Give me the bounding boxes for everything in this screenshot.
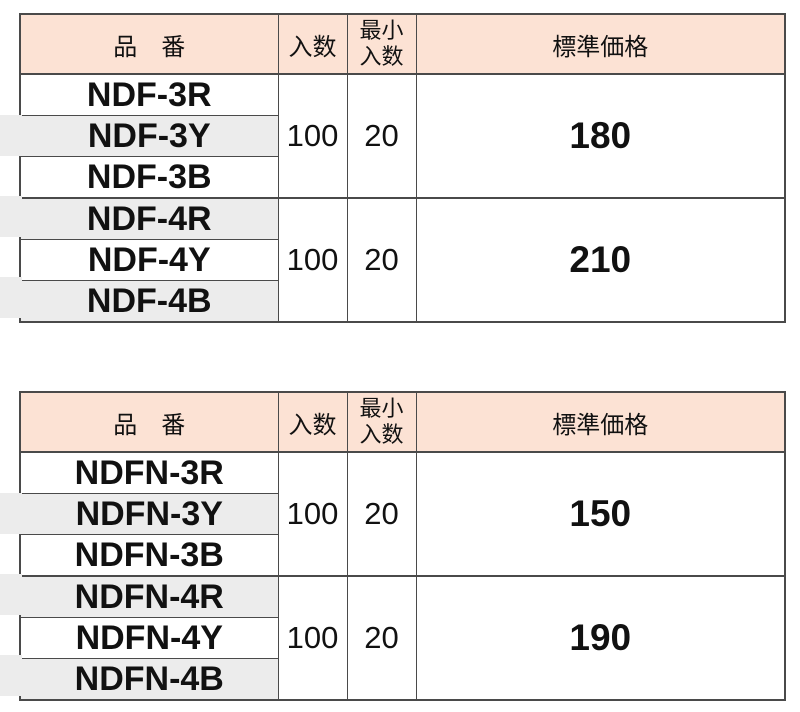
part-cell: NDFN-3R <box>19 451 279 494</box>
table-row: NDF-4R 100 20 210 <box>19 197 786 323</box>
part-cell: NDF-3Y <box>19 115 279 157</box>
table-row: NDFN-3B <box>19 534 785 577</box>
part-cell: NDF-3B <box>19 156 279 199</box>
header-price: 標準価格 <box>415 391 786 453</box>
header-part-number: 品 番 <box>19 13 279 75</box>
header-price: 標準価格 <box>415 13 786 75</box>
part-cell: NDFN-4Y <box>19 617 279 659</box>
header-qty: 入数 <box>277 13 348 75</box>
qty-cell: 100 <box>277 73 348 199</box>
price-cell: 180 <box>415 73 786 199</box>
table-row: NDF-3R 100 20 180 <box>19 73 786 199</box>
header-row: 品 番 入数 最小 入数 標準価格 <box>19 13 786 75</box>
header-min-qty: 最小 入数 <box>346 13 417 75</box>
margin-stripe <box>0 493 22 534</box>
price-table-ndf: 品 番 入数 最小 入数 標準価格 NDF-3R 100 20 180 <box>19 13 786 323</box>
header-min-qty-line2: 入数 <box>359 44 404 69</box>
header-min-qty-line1: 最小 <box>359 18 404 43</box>
table-row: NDF-4Y <box>19 239 785 281</box>
header-min-qty-line1: 最小 <box>359 396 404 421</box>
part-cell: NDFN-4R <box>19 575 279 618</box>
header-row: 品 番 入数 最小 入数 標準価格 <box>19 391 786 453</box>
qty-cell: 100 <box>277 197 348 323</box>
table-row: NDFN-4R 100 20 190 <box>19 575 786 701</box>
margin-stripe <box>0 574 22 615</box>
header-min-qty-line2: 入数 <box>359 422 404 447</box>
price-cell: 210 <box>415 197 786 323</box>
price-cell: 150 <box>415 451 786 577</box>
part-cell: NDFN-3B <box>19 534 279 577</box>
price-cell: 190 <box>415 575 786 701</box>
margin-stripe <box>0 655 22 696</box>
table-row: NDFN-4Y <box>19 617 785 659</box>
margin-stripe <box>0 196 22 237</box>
part-cell: NDF-3R <box>19 73 279 116</box>
part-cell: NDF-4R <box>19 197 279 240</box>
min-qty-cell: 20 <box>346 73 417 199</box>
qty-cell: 100 <box>277 575 348 701</box>
table-row: NDFN-3R 100 20 150 <box>19 451 786 577</box>
part-cell: NDF-4B <box>19 280 279 323</box>
part-cell: NDFN-4B <box>19 658 279 701</box>
price-table-block-ndf: 品 番 入数 最小 入数 標準価格 NDF-3R 100 20 180 <box>0 13 800 323</box>
part-cell: NDFN-3Y <box>19 493 279 535</box>
min-qty-cell: 20 <box>346 575 417 701</box>
margin-stripe <box>0 115 22 156</box>
margin-stripe <box>0 277 22 318</box>
header-qty: 入数 <box>277 391 348 453</box>
header-min-qty: 最小 入数 <box>346 391 417 453</box>
price-table-ndfn: 品 番 入数 最小 入数 標準価格 NDFN-3R 100 20 150 <box>19 391 786 701</box>
min-qty-cell: 20 <box>346 197 417 323</box>
min-qty-cell: 20 <box>346 451 417 577</box>
price-table-block-ndfn: 品 番 入数 最小 入数 標準価格 NDFN-3R 100 20 150 <box>0 391 800 701</box>
part-cell: NDF-4Y <box>19 239 279 281</box>
header-part-number: 品 番 <box>19 391 279 453</box>
qty-cell: 100 <box>277 451 348 577</box>
